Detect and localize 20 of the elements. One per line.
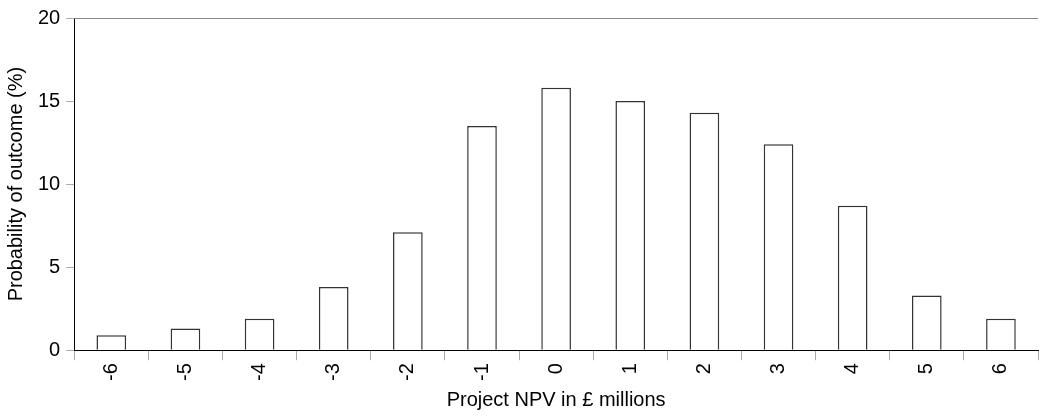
- x-tick-label: 6: [988, 363, 1011, 375]
- x-tick-label: -6: [98, 363, 121, 382]
- y-tick-label: 0: [49, 337, 61, 360]
- x-tick-label: -2: [395, 363, 418, 382]
- x-tick-label: -3: [321, 363, 344, 382]
- x-axis-title: Project NPV in £ millions: [446, 387, 666, 410]
- y-axis-title: Probability of outcome (%): [3, 66, 26, 302]
- x-tick-label: 1: [617, 363, 640, 375]
- x-tick-label: -1: [469, 363, 492, 382]
- x-tick-label: 4: [840, 363, 863, 375]
- x-tick-label: 2: [691, 363, 714, 375]
- x-tick-label: 5: [914, 363, 937, 375]
- x-tick-label: 3: [766, 363, 789, 375]
- y-tick-label: 10: [38, 171, 61, 194]
- y-tick-label: 5: [49, 254, 61, 277]
- x-tick-label: -5: [172, 363, 195, 382]
- x-tick-label: 0: [543, 363, 566, 375]
- x-tick-label: -4: [247, 363, 270, 382]
- y-tick-label: 20: [38, 5, 61, 28]
- y-tick-label: 15: [38, 88, 61, 111]
